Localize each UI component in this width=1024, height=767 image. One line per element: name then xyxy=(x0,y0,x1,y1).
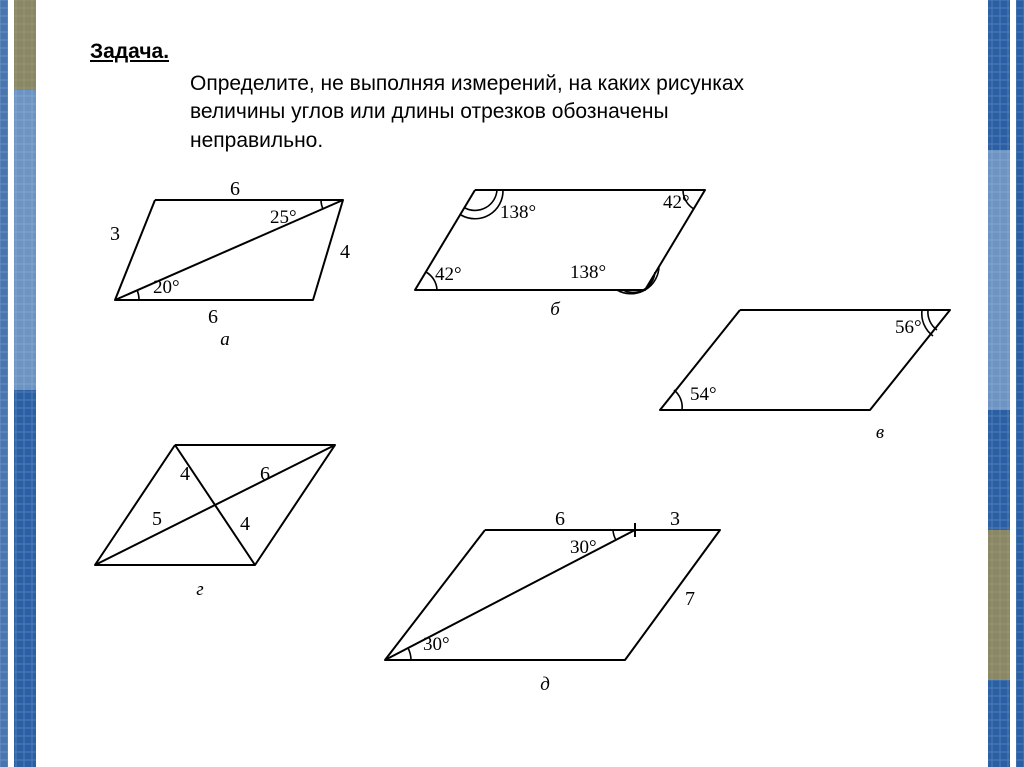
fig-a-left: 3 xyxy=(110,223,120,245)
task-line-1: Определите, не выполняя измерений, на ка… xyxy=(190,72,744,95)
fig-b-label: б xyxy=(550,299,561,320)
task-text: Определите, не выполняя измерений, на ка… xyxy=(190,70,890,155)
fig-a-bottom: 6 xyxy=(208,306,218,328)
slide: Задача. Определите, не выполняя измерени… xyxy=(0,0,1024,767)
fig-b-br: 138° xyxy=(570,262,606,283)
figure-a: 6 6 3 4 25° 20° а xyxy=(95,180,385,370)
content: Задача. Определите, не выполняя измерени… xyxy=(0,0,1024,155)
task-line-3: неправильно. xyxy=(190,129,323,152)
figure-d: 6 3 7 30° 30° д xyxy=(375,510,755,720)
fig-d-topL: 6 xyxy=(555,508,565,530)
fig-g-tl: 4 xyxy=(180,463,190,485)
fig-b-tr: 42° xyxy=(663,192,690,213)
fig-v-left: 54° xyxy=(690,384,717,405)
fig-d-angle-bottom: 30° xyxy=(423,634,450,655)
fig-v-label: в xyxy=(876,422,884,443)
fig-v-right: 56° xyxy=(895,317,922,338)
heading: Задача. xyxy=(90,40,964,64)
fig-d-right: 7 xyxy=(685,588,695,610)
fig-a-top: 6 xyxy=(230,178,240,200)
fig-g-tr: 6 xyxy=(260,463,270,485)
fig-d-angle-top: 30° xyxy=(570,537,597,558)
diagram-area: 6 6 3 4 25° 20° а 138° 42° 42° 138° б xyxy=(95,180,965,740)
fig-d-topR: 3 xyxy=(670,508,680,530)
fig-b-tl: 138° xyxy=(500,202,536,223)
fig-a-angle-top: 25° xyxy=(270,207,297,228)
fig-g-br: 4 xyxy=(240,513,250,535)
fig-b-bl: 42° xyxy=(435,264,462,285)
fig-d-label: д xyxy=(540,674,550,695)
figure-g: 4 6 5 4 г xyxy=(85,425,375,620)
fig-a-label: а xyxy=(220,329,230,350)
fig-a-angle-bottom: 20° xyxy=(153,277,180,298)
fig-g-label: г xyxy=(196,579,203,600)
fig-a-right: 4 xyxy=(340,241,350,263)
task-line-2: величины углов или длины отрезков обозна… xyxy=(190,100,669,123)
fig-g-bl: 5 xyxy=(152,508,162,530)
figure-v: 56° 54° в xyxy=(650,290,970,470)
